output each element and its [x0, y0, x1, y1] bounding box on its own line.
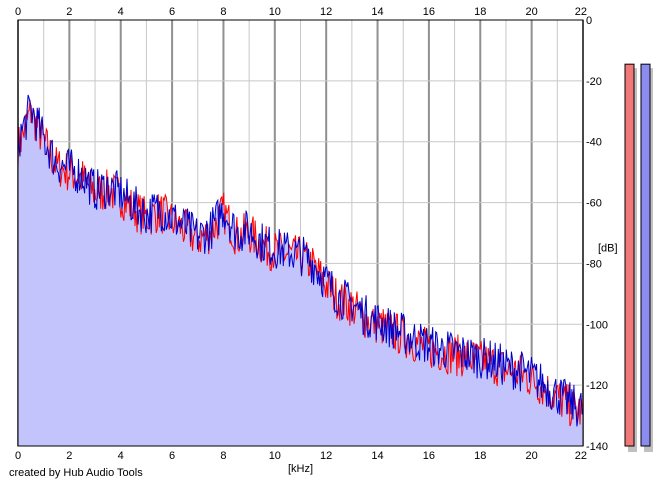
y-tick-label: -100	[586, 319, 608, 331]
x-tick-label: 14	[371, 450, 383, 462]
level-meters	[624, 63, 653, 453]
x-axis-label: [kHz]	[288, 463, 313, 475]
y-axis-label: [dB]	[598, 242, 618, 254]
x-tick-label: 4	[118, 450, 124, 462]
x-tick-label: 20	[526, 6, 538, 18]
y-tick-label: 0	[586, 15, 592, 27]
x-tick-label: 8	[220, 6, 226, 18]
x-tick-label: 18	[474, 450, 486, 462]
x-tick-labels-bottom: 0 2 4 6 8 10 12 14 16 18 20 22	[15, 450, 587, 462]
credit-text: created by Hub Audio Tools	[9, 467, 143, 479]
x-tick-label: 12	[320, 6, 332, 18]
x-tick-label: 22	[575, 450, 587, 462]
x-tick-label: 18	[474, 6, 486, 18]
y-tick-label: -120	[586, 380, 608, 392]
x-tick-label: 12	[320, 450, 332, 462]
x-tick-label: 8	[220, 450, 226, 462]
level-meter-left	[624, 63, 635, 447]
x-tick-label: 6	[169, 6, 175, 18]
plot-frame	[17, 19, 584, 447]
x-tick-label: 20	[526, 450, 538, 462]
y-tick-label: -40	[586, 137, 602, 149]
x-tick-label: 16	[423, 6, 435, 18]
y-tick-label: -20	[586, 76, 602, 88]
y-tick-label: -80	[586, 258, 602, 270]
x-tick-label: 6	[169, 450, 175, 462]
x-tick-labels-top: 0 2 4 6 8 10 12 14 16 18 20 22	[15, 6, 587, 18]
x-tick-label: 22	[575, 6, 587, 18]
x-tick-label: 0	[15, 450, 21, 462]
x-tick-label: 14	[371, 6, 383, 18]
y-tick-label: -60	[586, 198, 602, 210]
x-tick-label: 2	[66, 6, 72, 18]
y-tick-labels: 0 -20 -40 -60 -80 -100 -120 -140	[586, 15, 608, 453]
x-tick-label: 10	[269, 450, 281, 462]
y-tick-label: -140	[586, 441, 608, 453]
level-meter-right	[640, 63, 651, 447]
x-tick-label: 0	[15, 6, 21, 18]
x-tick-label: 4	[118, 6, 124, 18]
series-line-right	[17, 94, 584, 427]
x-tick-label: 16	[423, 450, 435, 462]
x-tick-label: 10	[269, 6, 281, 18]
x-tick-label: 2	[66, 450, 72, 462]
